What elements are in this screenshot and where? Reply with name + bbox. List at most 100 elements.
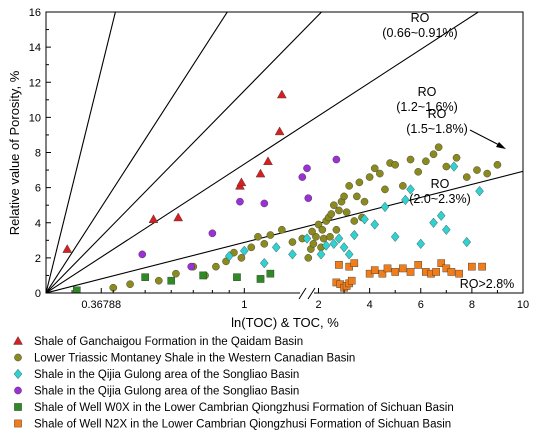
- data-point: [390, 231, 400, 242]
- legend-marker: [14, 386, 22, 395]
- data-point: [452, 153, 461, 162]
- legend-label: Shale of Well W0X in the Lower Cambrian …: [34, 402, 454, 414]
- data-point: [370, 164, 379, 173]
- x-axis-title: ln(TOC) & TOC, %: [231, 315, 339, 330]
- data-point: [255, 168, 266, 178]
- data-point: [309, 240, 318, 248]
- legend-marker: [14, 419, 22, 428]
- data-point: [376, 169, 384, 178]
- x-tick-label: 2: [315, 299, 321, 311]
- x-tick-label: 1: [241, 299, 247, 311]
- y-tick-label: 4: [35, 218, 41, 230]
- data-point: [303, 164, 311, 173]
- x-tick-label: 6: [418, 299, 424, 311]
- data-point: [321, 240, 331, 251]
- ro-label: RO: [431, 177, 450, 191]
- data-point: [353, 192, 361, 201]
- legend: Shale of Ganchaigou Formation in the Qai…: [13, 336, 454, 431]
- data-point: [326, 232, 334, 241]
- data-point: [473, 166, 481, 174]
- data-point: [406, 155, 415, 164]
- ro-line: [46, 12, 228, 293]
- data-point: [72, 286, 81, 293]
- data-point: [429, 150, 438, 159]
- data-point: [345, 182, 353, 190]
- data-point: [256, 275, 265, 283]
- ro-label: RO>2.8%: [460, 277, 515, 291]
- data-point: [167, 276, 176, 285]
- axis-break: [298, 287, 316, 300]
- legend-label: Shale in the Qijia Gulong area of the So…: [34, 369, 299, 381]
- data-point: [455, 269, 463, 278]
- data-point: [330, 201, 338, 209]
- data-point: [391, 268, 399, 276]
- data-point: [436, 210, 446, 221]
- data-point: [335, 261, 343, 269]
- data-point: [342, 208, 351, 217]
- data-point: [350, 229, 359, 241]
- data-point: [381, 185, 389, 194]
- data-point: [260, 240, 269, 248]
- y-tick-label: 8: [35, 148, 41, 160]
- ro-lines: [46, 12, 523, 293]
- data-point: [434, 143, 443, 152]
- x-tick-label: 0.36788: [81, 299, 121, 311]
- ro-label: RO: [418, 85, 437, 99]
- plot-frame: [45, 11, 524, 294]
- data-point: [148, 214, 159, 223]
- data-point: [416, 238, 426, 249]
- data-point: [260, 199, 269, 208]
- data-point: [406, 184, 415, 195]
- data-point: [318, 225, 327, 234]
- data-point: [247, 243, 256, 252]
- data-point: [391, 160, 399, 169]
- data-point: [399, 182, 407, 190]
- x-tick-label: 4: [367, 299, 373, 311]
- data-point: [141, 273, 149, 281]
- data-point: [437, 259, 446, 267]
- data-point: [360, 214, 369, 225]
- data-point: [429, 217, 438, 228]
- data-points: [62, 89, 502, 293]
- ro-label: (1.5~1.8%): [406, 122, 468, 136]
- data-point: [308, 227, 316, 236]
- data-point: [350, 259, 359, 267]
- data-point: [298, 173, 307, 181]
- data-point: [271, 242, 281, 253]
- data-point: [370, 266, 379, 274]
- y-axis-title: Relative value of Porosity, %: [7, 70, 22, 235]
- y-tick-label: 0: [35, 288, 41, 300]
- data-point: [334, 233, 344, 244]
- ro-line: [46, 12, 480, 293]
- data-point: [266, 231, 275, 239]
- legend-marker: [14, 353, 22, 362]
- data-point: [154, 276, 163, 285]
- data-point: [462, 236, 472, 248]
- legend-label: Lower Triassic Montaney Shale in the Wes…: [34, 353, 355, 365]
- data-point: [126, 280, 134, 289]
- legend-label: Shale of Ganchaigou Formation in the Qai…: [34, 336, 303, 348]
- data-point: [483, 169, 492, 178]
- data-point: [233, 273, 241, 281]
- ro-label: (2.0~2.3%): [409, 192, 471, 206]
- data-point: [224, 251, 234, 262]
- data-point: [340, 192, 348, 201]
- data-point: [222, 257, 230, 266]
- data-point: [462, 173, 471, 181]
- data-point: [399, 264, 407, 273]
- data-point: [327, 210, 336, 218]
- data-point: [432, 268, 440, 276]
- data-point: [278, 225, 286, 234]
- data-point: [254, 232, 262, 241]
- data-point: [187, 262, 196, 271]
- ro-label: (1.2~1.6%): [396, 100, 458, 114]
- data-point: [212, 262, 220, 271]
- data-point: [493, 160, 502, 169]
- data-point: [383, 264, 392, 273]
- ro-label: (0.66~0.91%): [382, 26, 457, 40]
- data-point: [304, 194, 313, 202]
- data-point: [355, 178, 364, 187]
- data-point: [335, 206, 343, 215]
- data-point: [360, 197, 369, 206]
- data-point: [138, 250, 147, 259]
